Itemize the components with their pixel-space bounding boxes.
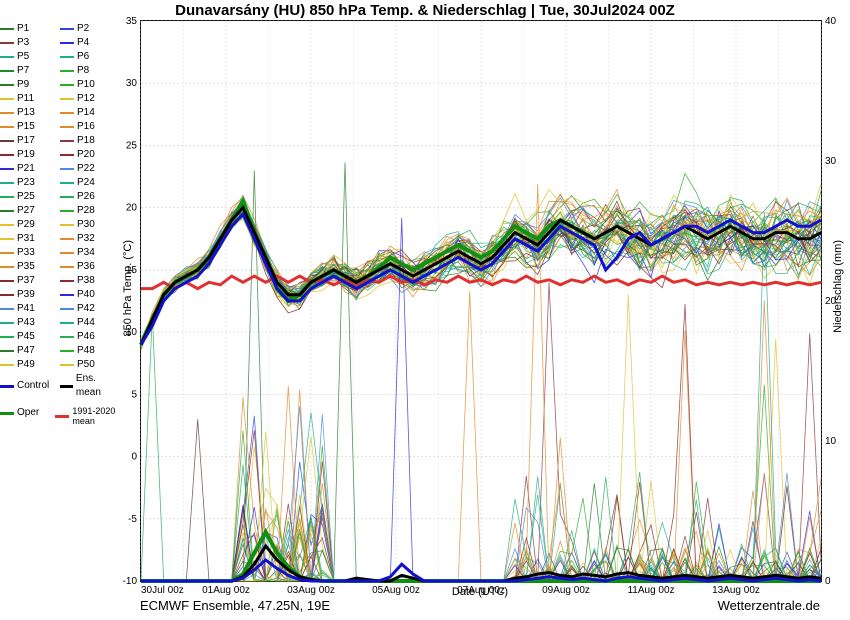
legend-member-p33: P33: [0, 246, 60, 260]
y-axis-label-left: 850 hPa Temp. (°C): [122, 240, 134, 337]
legend-member-p1: P1: [0, 22, 60, 36]
legend-ens_mean: Ens. mean: [60, 372, 120, 400]
legend-member-p19: P19: [0, 148, 60, 162]
legend-member-p44: P44: [60, 316, 120, 330]
svg-text:40: 40: [825, 16, 837, 27]
svg-text:-10: -10: [123, 576, 138, 587]
svg-text:30: 30: [126, 78, 138, 89]
legend-member-p34: P34: [60, 246, 120, 260]
legend-member-p27: P27: [0, 204, 60, 218]
footer-source: ECMWF Ensemble, 47.25N, 19E: [140, 598, 330, 613]
legend-member-p8: P8: [60, 64, 120, 78]
legend-member-p48: P48: [60, 344, 120, 358]
svg-text:10: 10: [126, 327, 138, 338]
legend-member-p35: P35: [0, 260, 60, 274]
legend: P1P2P3P4P5P6P7P8P9P10P11P12P13P14P15P16P…: [0, 22, 120, 426]
legend-member-p26: P26: [60, 190, 120, 204]
legend-member-p16: P16: [60, 120, 120, 134]
legend-member-p3: P3: [0, 36, 60, 50]
legend-member-p11: P11: [0, 92, 60, 106]
svg-text:10: 10: [825, 436, 837, 447]
svg-text:20: 20: [825, 296, 837, 307]
legend-member-p12: P12: [60, 92, 120, 106]
legend-member-p6: P6: [60, 50, 120, 64]
legend-member-p22: P22: [60, 162, 120, 176]
legend-control: Control: [0, 372, 60, 400]
legend-member-p24: P24: [60, 176, 120, 190]
footer-attribution: Wetterzentrale.de: [718, 598, 820, 613]
legend-member-p40: P40: [60, 288, 120, 302]
legend-climate: 1991-2020mean: [55, 406, 120, 426]
legend-member-p17: P17: [0, 134, 60, 148]
legend-member-p47: P47: [0, 344, 60, 358]
legend-member-p20: P20: [60, 148, 120, 162]
legend-member-p46: P46: [60, 330, 120, 344]
legend-oper: Oper: [0, 406, 55, 420]
svg-text:35: 35: [126, 16, 138, 27]
legend-member-p30: P30: [60, 218, 120, 232]
legend-member-p21: P21: [0, 162, 60, 176]
legend-member-p9: P9: [0, 78, 60, 92]
x-axis-label: Date (UTC): [140, 586, 820, 598]
svg-text:0: 0: [131, 452, 137, 463]
legend-member-p38: P38: [60, 274, 120, 288]
legend-member-p41: P41: [0, 302, 60, 316]
svg-text:-5: -5: [128, 514, 137, 525]
legend-member-p5: P5: [0, 50, 60, 64]
legend-member-p4: P4: [60, 36, 120, 50]
legend-member-p7: P7: [0, 64, 60, 78]
legend-member-p49: P49: [0, 358, 60, 372]
legend-member-p25: P25: [0, 190, 60, 204]
legend-member-p14: P14: [60, 106, 120, 120]
legend-member-p36: P36: [60, 260, 120, 274]
chart-container: Dunavarsány (HU) 850 hPa Temp. & Nieders…: [0, 0, 850, 620]
legend-member-p43: P43: [0, 316, 60, 330]
svg-text:20: 20: [126, 203, 138, 214]
legend-member-p13: P13: [0, 106, 60, 120]
legend-member-p37: P37: [0, 274, 60, 288]
legend-member-p45: P45: [0, 330, 60, 344]
legend-member-p2: P2: [60, 22, 120, 36]
svg-text:0: 0: [825, 576, 831, 587]
plot-area: -10-50510152025303501020304030Jul 00z01A…: [140, 20, 822, 582]
legend-member-p23: P23: [0, 176, 60, 190]
svg-text:25: 25: [126, 140, 138, 151]
y-axis-label-right: Niederschlag (mm): [832, 240, 844, 333]
legend-member-p29: P29: [0, 218, 60, 232]
legend-member-p50: P50: [60, 358, 120, 372]
svg-text:30: 30: [825, 156, 837, 167]
legend-member-p39: P39: [0, 288, 60, 302]
legend-member-p18: P18: [60, 134, 120, 148]
legend-member-p10: P10: [60, 78, 120, 92]
svg-text:5: 5: [131, 389, 137, 400]
legend-member-p32: P32: [60, 232, 120, 246]
legend-member-p31: P31: [0, 232, 60, 246]
legend-member-p42: P42: [60, 302, 120, 316]
legend-member-p15: P15: [0, 120, 60, 134]
legend-member-p28: P28: [60, 204, 120, 218]
svg-text:15: 15: [126, 265, 138, 276]
